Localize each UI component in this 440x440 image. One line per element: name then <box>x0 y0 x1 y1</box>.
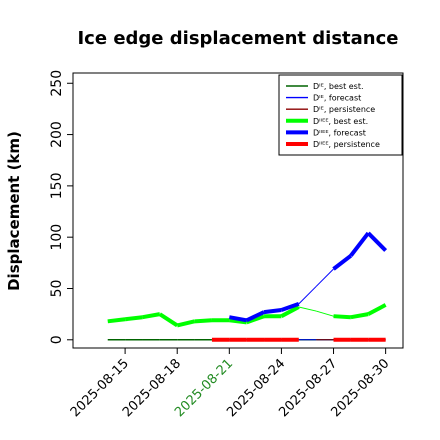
series-segment <box>298 306 317 312</box>
legend-entry: Dᴵᴵᴱᴱ, forecast <box>313 128 366 137</box>
series-segment <box>142 312 161 320</box>
series-segment <box>333 314 352 320</box>
series-segment <box>350 312 369 320</box>
series-segment <box>158 312 179 328</box>
series-segment <box>229 318 247 325</box>
y-tick-label: 250 <box>49 70 65 97</box>
y-tick-label: 100 <box>49 224 65 251</box>
plot-frame <box>72 72 404 349</box>
y-tick-label: 0 <box>49 335 65 344</box>
y-axis-label: Displacement (km) <box>5 131 23 291</box>
x-axis-ticks: 2025-08-152025-08-182025-08-212025-08-24… <box>68 348 392 420</box>
series-segment <box>194 318 213 324</box>
series-segment <box>315 268 334 287</box>
series-segment <box>349 231 370 257</box>
legend-entry: Dᴵᴱ, persistence <box>313 105 375 114</box>
series-segment <box>124 315 143 322</box>
y-tick-label: 150 <box>49 173 65 200</box>
series-segment <box>107 317 126 324</box>
series-segment <box>245 310 265 323</box>
series-segment <box>228 315 248 323</box>
legend: Dᴵᴱ, best est. Dᴵᴱ, forecast Dᴵᴱ, persiste… <box>278 74 403 156</box>
legend-entry: Dᴵᴱ, best est. <box>313 82 364 91</box>
series-segment <box>332 254 353 271</box>
series-segment <box>246 314 265 325</box>
y-axis-ticks: 0 50 100 150 200 250 <box>49 70 73 344</box>
series-segment <box>298 286 317 305</box>
legend-entry: Dᴵᴱ, forecast <box>313 94 361 103</box>
series-segment <box>280 301 300 312</box>
series-segment <box>316 310 334 317</box>
series-group <box>107 231 388 342</box>
series-segment <box>280 305 300 318</box>
y-tick-label: 50 <box>49 280 65 298</box>
series-segment <box>367 303 387 316</box>
legend-entry: Dᴵᴵᴱᴱ, persistence <box>313 140 380 149</box>
y-tick-label: 200 <box>49 121 65 148</box>
legend-box <box>278 74 403 156</box>
series-segment <box>263 308 282 315</box>
chart-title: Ice edge displacement distance <box>77 28 398 49</box>
series-segment <box>366 231 388 252</box>
legend-entry: Dᴵᴵᴱᴱ, best est. <box>313 117 368 126</box>
series-segment <box>176 319 196 328</box>
